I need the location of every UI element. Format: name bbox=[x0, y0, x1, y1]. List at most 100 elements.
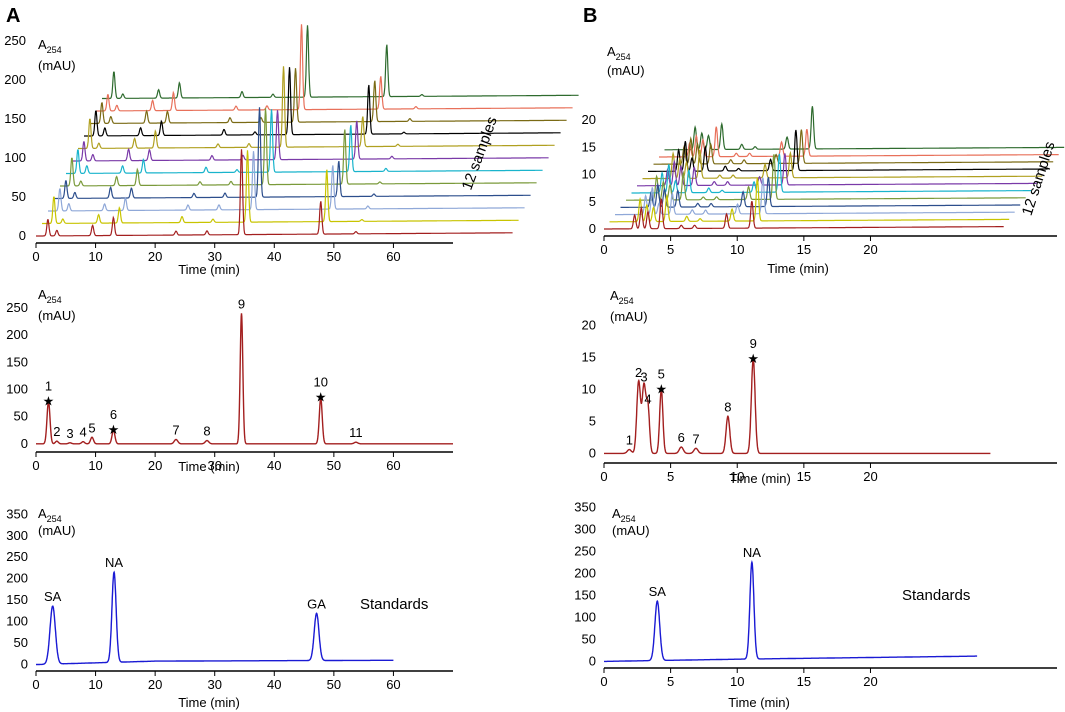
panel-a-chrom-y-tick-label: 250 bbox=[6, 300, 28, 315]
panel-a-stack-x-tick-label: 30 bbox=[207, 249, 221, 264]
panel-b-standards: A254 (mAU) 0 5 10 15 20050100150200250300350… bbox=[574, 499, 1057, 710]
panel-a-std-x-tick-label: 20 bbox=[148, 677, 162, 692]
panel-b-std-ylabel: A254 bbox=[612, 506, 636, 524]
panel-b-chrom-x-tick-label: 5 bbox=[667, 469, 674, 484]
panel-b-chrom-peak-label: 9 bbox=[750, 336, 757, 351]
panel-b-stack-xlabel: Time (min) bbox=[767, 261, 829, 276]
panel-a-stack-sample-trace bbox=[96, 24, 573, 112]
panel-a-chrom-y-tick-label: 200 bbox=[6, 327, 28, 342]
panel-a-std-x-tick-label: 40 bbox=[267, 677, 281, 692]
panel-b-stack-traces bbox=[604, 106, 1065, 230]
panel-a-std-x-tick-label: 10 bbox=[88, 677, 102, 692]
panel-b-stack-sample-trace bbox=[609, 178, 1010, 223]
panel-b-std-y-tick-label: 300 bbox=[574, 521, 596, 536]
panel-a-std-y-tick-label: 0 bbox=[21, 657, 28, 672]
panel-a-chrom-peak-star: ★ bbox=[315, 390, 327, 405]
panel-a-std-x-tick-label: 30 bbox=[207, 677, 221, 692]
panel-a-std-ylabel: A254 bbox=[38, 506, 62, 524]
panel-a-chrom-x-tick-label: 10 bbox=[88, 458, 102, 473]
panel-b-chrom-xlabel: Time (min) bbox=[729, 471, 791, 486]
panel-a-std-x-tick-label: 60 bbox=[386, 677, 400, 692]
panel-a-stack-y-tick-label: 250 bbox=[4, 33, 26, 48]
panel-a-chrom-y-tick-label: 150 bbox=[6, 354, 28, 369]
panel-a-stack: A254 (mAU) 0 50 100 150 200 250 0 10 20 30 40 50 60… bbox=[4, 24, 579, 277]
panel-b-chrom-x-tick-label: 20 bbox=[863, 469, 877, 484]
panel-a-stack-ylabel: A254 bbox=[38, 37, 62, 55]
panel-a-stack-y-tick-label: 0 bbox=[19, 228, 26, 243]
panel-a-chrom-peak-label: 11 bbox=[349, 425, 363, 440]
panel-b-stack-sample-trace bbox=[653, 129, 1054, 165]
panel-a-chromatogram: A254 (mAU) 0 10 20 30 40 50 60 0 50 100 150 200 250 ★… bbox=[6, 287, 453, 474]
panel-a-stack-traces bbox=[36, 24, 579, 237]
panel-b-chrom-peak-label: 3 bbox=[640, 369, 647, 384]
panel-a-stack-sample-trace bbox=[36, 149, 513, 237]
panel-b-stack-yticks: 0 5 10 15 20 bbox=[582, 112, 596, 236]
panel-b-chrom-peak-label: 6 bbox=[678, 430, 685, 445]
panel-b-std-ylabel-unit: (mAU) bbox=[612, 523, 650, 538]
panel-b-chrom-peak-star: ★ bbox=[655, 381, 667, 396]
panel-a-stack-y-tick-label: 100 bbox=[4, 150, 26, 165]
panel-b-stack-x-tick-label: 5 bbox=[667, 242, 674, 257]
panel-b-stack-ylabel: A254 bbox=[607, 44, 631, 62]
panel-b-std-x-tick-label: 20 bbox=[863, 674, 877, 689]
panel-a-std-trace bbox=[35, 570, 394, 666]
panel-b-stack-sample-trace bbox=[604, 198, 1004, 230]
panel-a-chrom-ylabel: A254 bbox=[38, 287, 62, 305]
panel-b-stack-y-tick-label: 15 bbox=[582, 139, 596, 154]
panel-b-std-y-tick-label: 150 bbox=[574, 587, 596, 602]
panel-a-std-y-tick-label: 300 bbox=[6, 528, 28, 543]
panel-a-stack-xaxis: 0 10 20 30 40 50 60 bbox=[32, 242, 453, 264]
panel-b-stack-ylabel-unit: (mAU) bbox=[607, 63, 645, 78]
panel-b-stack-sample-trace bbox=[664, 106, 1065, 151]
panel-a-stack-y-tick-label: 50 bbox=[12, 189, 26, 204]
panel-a-chrom-trace bbox=[36, 313, 453, 445]
panel-b-stack-sample-trace bbox=[626, 154, 1026, 201]
panel-b-stack-x-tick-label: 20 bbox=[863, 242, 877, 257]
panel-b-chrom-peak-label: 5 bbox=[658, 366, 665, 381]
panel-a-chrom-peak-star: ★ bbox=[43, 393, 55, 408]
panel-b-chrom-y-tick-label: 10 bbox=[582, 381, 596, 396]
panel-a-chrom-x-tick-label: 0 bbox=[32, 458, 39, 473]
panel-b-chrom-peak-label: 1 bbox=[626, 433, 633, 448]
panel-a-std-plot: 0 10 20 30 40 50 60 0 50 100 150 200 250 300 350 SA NA GA bbox=[6, 506, 453, 692]
panel-a-chrom-peak-label: 9 bbox=[238, 296, 245, 311]
panel-a-stack-x-tick-label: 60 bbox=[386, 249, 400, 264]
panel-b-stack-sample-trace bbox=[659, 126, 1059, 158]
panel-b-stack-xaxis: 0 5 10 15 20 bbox=[600, 235, 1057, 257]
panel-b-chrom-x-tick-label: 0 bbox=[600, 469, 607, 484]
panel-b-chrom-y-tick-label: 0 bbox=[589, 445, 596, 460]
panel-b-stack-x-tick-label: 0 bbox=[600, 242, 607, 257]
panel-a-stack-sample-trace bbox=[84, 67, 561, 137]
panel-b-stack-y-tick-label: 10 bbox=[582, 167, 596, 182]
panel-a-chrom-y-tick-label: 50 bbox=[14, 409, 28, 424]
panel-a-stack-y-tick-label: 200 bbox=[4, 72, 26, 87]
panel-a-stack-sample-trace bbox=[54, 107, 531, 200]
panel-a-chrom-peak-label: 7 bbox=[172, 422, 179, 437]
panel-a-stack-sample-trace bbox=[90, 68, 567, 125]
panel-a-std-y-tick-label: 200 bbox=[6, 571, 28, 586]
panel-a-std-x-tick-label: 50 bbox=[327, 677, 341, 692]
panel-a-stack-x-tick-label: 50 bbox=[327, 249, 341, 264]
panel-b-std-x-tick-label: 5 bbox=[667, 674, 674, 689]
panel-a-letter: A bbox=[6, 5, 20, 27]
panel-a-std-ylabel-unit: (mAU) bbox=[38, 523, 76, 538]
panel-a-chrom-x-tick-label: 60 bbox=[386, 458, 400, 473]
panel-a-chrom-peak-label: 3 bbox=[66, 426, 73, 441]
panel-a-std-y-tick-label: 50 bbox=[14, 635, 28, 650]
panel-a-stack-x-tick-label: 40 bbox=[267, 249, 281, 264]
panel-a-chrom-x-tick-label: 20 bbox=[148, 458, 162, 473]
panel-a-stack-x-tick-label: 0 bbox=[32, 249, 39, 264]
panel-a-chrom-peak-star: ★ bbox=[108, 422, 120, 437]
panel-a-std-y-tick-label: 350 bbox=[6, 506, 28, 521]
panel-a-stack-xlabel: Time (min) bbox=[178, 262, 240, 277]
panel-b-chrom-peak-label: 8 bbox=[724, 399, 731, 414]
panel-b-std-peak-label: NA bbox=[743, 545, 761, 560]
panel-b-stack-x-tick-label: 15 bbox=[797, 242, 811, 257]
